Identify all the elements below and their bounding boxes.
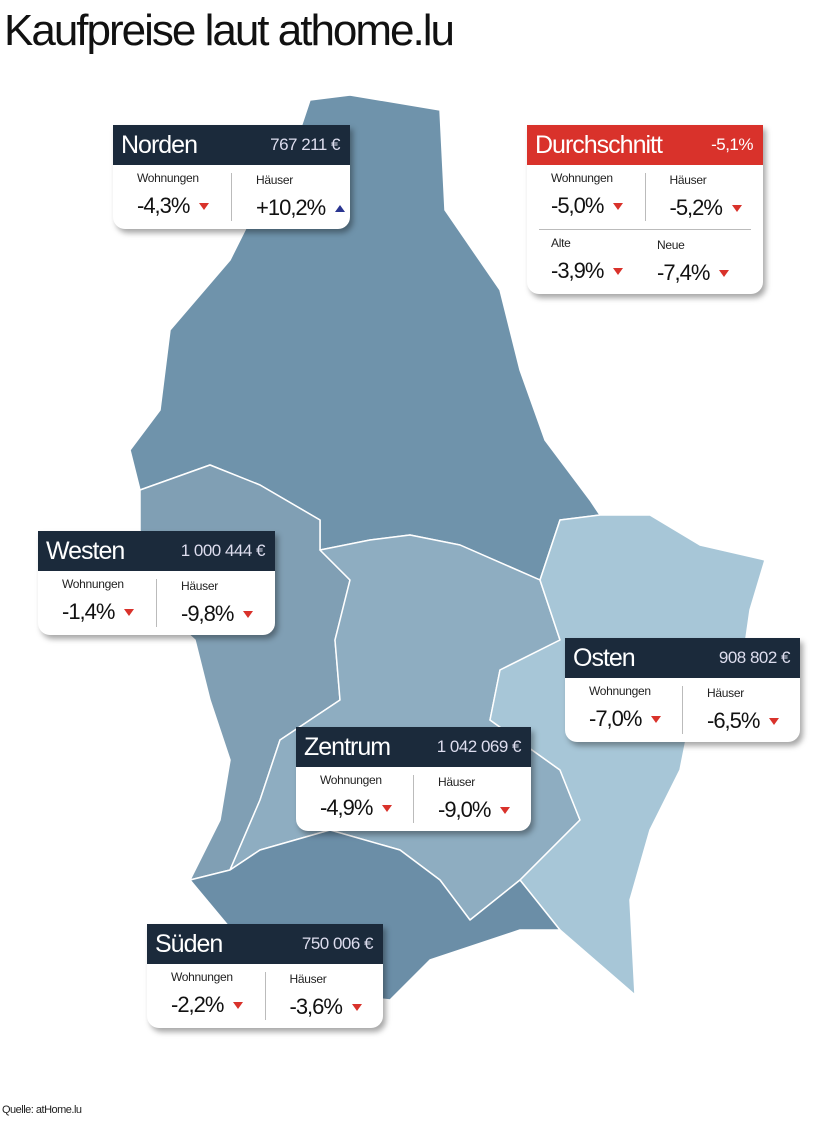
card-row: Wohnungen -1,4% Häuser -9,8% [38, 571, 275, 635]
trend-arrow [351, 1004, 362, 1011]
trend-arrow [199, 203, 210, 210]
stat-cell: Häuser -5,2% [644, 173, 764, 221]
stat-cell: Häuser -9,8% [156, 579, 275, 627]
stat-value: -2,2% [171, 992, 224, 1017]
stat-label: Häuser [256, 173, 293, 187]
stat-label: Häuser [707, 686, 744, 700]
card-header: Osten 908 802 € [565, 638, 800, 678]
region-card: Westen 1 000 444 € Wohnungen -1,4% Häuser -9,… [38, 531, 275, 635]
card-header: Westen 1 000 444 € [38, 531, 275, 571]
stat-cell: Wohnungen -7,0% [565, 678, 682, 742]
stat-value: -5,2% [669, 195, 723, 220]
stat-cell: Häuser -6,5% [682, 686, 800, 734]
region-card: Osten 908 802 € Wohnungen -7,0% Häuser -6,5% [565, 638, 800, 742]
stat-label: Wohnungen [551, 171, 613, 185]
stat-cell: Neue -7,4% [645, 238, 751, 286]
trend-arrow [731, 205, 742, 212]
headline-value: 1 000 444 € [180, 541, 266, 560]
card-row: Alte -3,9% Neue -7,4% [539, 229, 751, 294]
region-name: Osten [573, 643, 636, 672]
trend-arrow [651, 716, 662, 723]
stat-value: -7,0% [589, 706, 642, 731]
source: Quelle: atHome.lu [2, 1104, 82, 1116]
stat-value: -7,4% [657, 260, 710, 285]
stat-label: Wohnungen [62, 577, 124, 591]
headline-value: 1 042 069 € [436, 737, 522, 756]
stat-value: +10,2% [256, 195, 326, 220]
region-card: Durchschnitt -5,1% Wohnungen -5,0% Häuser -5,… [527, 125, 763, 294]
stat-label: Häuser [669, 173, 707, 187]
stat-label: Wohnungen [137, 171, 199, 185]
title: Kaufpreise laut athome.lu [4, 6, 455, 55]
card-row: Wohnungen -5,0% Häuser -5,2% [527, 165, 763, 229]
card-row: Wohnungen -7,0% Häuser -6,5% [565, 678, 800, 742]
stat-value: -4,3% [137, 193, 190, 218]
headline-value: 908 802 € [718, 648, 791, 667]
card-header: Süden 750 006 € [147, 924, 383, 964]
headline-value: -5,1% [711, 135, 753, 154]
region-name: Süden [155, 929, 223, 958]
trend-arrow [500, 807, 511, 814]
region-name: Westen [46, 536, 125, 565]
card-header: Zentrum 1 042 069 € [296, 727, 531, 767]
stat-value: -9,8% [181, 601, 234, 626]
stat-label: Wohnungen [320, 773, 382, 787]
region-card: Norden 767 211 € Wohnungen -4,3% Häuser +10,2… [113, 125, 350, 229]
stat-cell: Wohnungen -1,4% [38, 571, 156, 635]
region-card: Zentrum 1 042 069 € Wohnungen -4,9% Häuser -9… [296, 727, 531, 831]
trend-arrow [613, 268, 624, 275]
stat-value: -9,0% [438, 797, 491, 822]
card-row: Wohnungen -4,9% Häuser -9,0% [296, 767, 531, 831]
headline-value: 767 211 € [270, 135, 340, 154]
stat-label: Wohnungen [171, 970, 233, 984]
stat-cell: Häuser -3,6% [264, 972, 384, 1020]
stat-value: -5,0% [551, 193, 604, 218]
card-header: Durchschnitt -5,1% [527, 125, 763, 165]
stat-label: Häuser [438, 775, 475, 789]
stat-value: -3,9% [551, 258, 604, 283]
trend-arrow [335, 205, 346, 212]
region-card: Süden 750 006 € Wohnungen -2,2% Häuser -3,6% [147, 924, 383, 1028]
stat-cell: Häuser -9,0% [413, 775, 531, 823]
trend-arrow [719, 270, 730, 277]
card-header: Norden 767 211 € [113, 125, 350, 165]
region-name: Durchschnitt [535, 130, 663, 159]
stat-label: Neue [657, 238, 685, 252]
trend-arrow [769, 718, 780, 725]
stat-cell: Wohnungen -4,9% [296, 767, 413, 831]
stat-cell: Häuser +10,2% [231, 173, 350, 221]
stat-cell: Wohnungen -4,3% [113, 165, 231, 229]
stat-label: Häuser [289, 972, 327, 986]
region-name: Zentrum [304, 732, 391, 761]
stat-value: -1,4% [62, 599, 115, 624]
stat-label: Wohnungen [589, 684, 651, 698]
trend-arrow [233, 1002, 244, 1009]
card-row: Wohnungen -4,3% Häuser +10,2% [113, 165, 350, 229]
stat-value: -3,6% [289, 994, 343, 1019]
stat-value: -6,5% [707, 708, 760, 733]
stat-cell: Wohnungen -5,0% [527, 165, 645, 229]
stat-cell: Alte -3,9% [539, 230, 645, 294]
trend-arrow [613, 203, 624, 210]
headline-value: 750 006 € [301, 934, 374, 953]
stat-label: Alte [551, 236, 571, 250]
stat-label: Häuser [181, 579, 218, 593]
card-row: Wohnungen -2,2% Häuser -3,6% [147, 964, 383, 1028]
trend-arrow [124, 609, 135, 616]
stat-value: -4,9% [320, 795, 373, 820]
stat-cell: Wohnungen -2,2% [147, 964, 265, 1028]
region-name: Norden [121, 130, 198, 159]
trend-arrow [243, 611, 254, 618]
trend-arrow [382, 805, 393, 812]
